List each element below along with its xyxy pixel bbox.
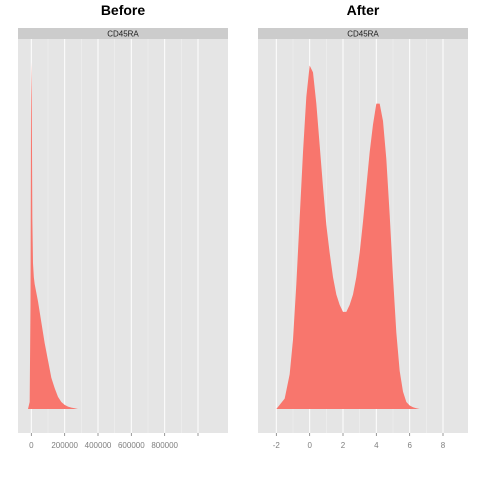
x-tick-label: 400000 [85, 441, 112, 450]
x-tick-label: 4 [374, 441, 379, 450]
x-tick-label: 2 [341, 441, 346, 450]
facet-strip-label: CD45RA [107, 30, 139, 39]
density-area [28, 62, 78, 409]
facet-strip-label: CD45RA [347, 30, 379, 39]
panel-title-before: Before [100, 2, 146, 18]
density-area [276, 65, 420, 409]
x-tick-label: 8 [441, 441, 446, 450]
x-tick-label: 0 [29, 441, 34, 450]
x-tick-label: 200000 [51, 441, 78, 450]
x-tick-label: 0 [307, 441, 312, 450]
x-tick-label: -2 [273, 441, 281, 450]
x-tick-label: 6 [407, 441, 412, 450]
facet-strip [258, 28, 468, 39]
facet-strip [18, 28, 228, 39]
panel-title-after: After [346, 2, 380, 18]
x-tick-label: 600000 [118, 441, 145, 450]
x-tick-label: 800000 [151, 441, 178, 450]
plot-panel [18, 39, 228, 433]
